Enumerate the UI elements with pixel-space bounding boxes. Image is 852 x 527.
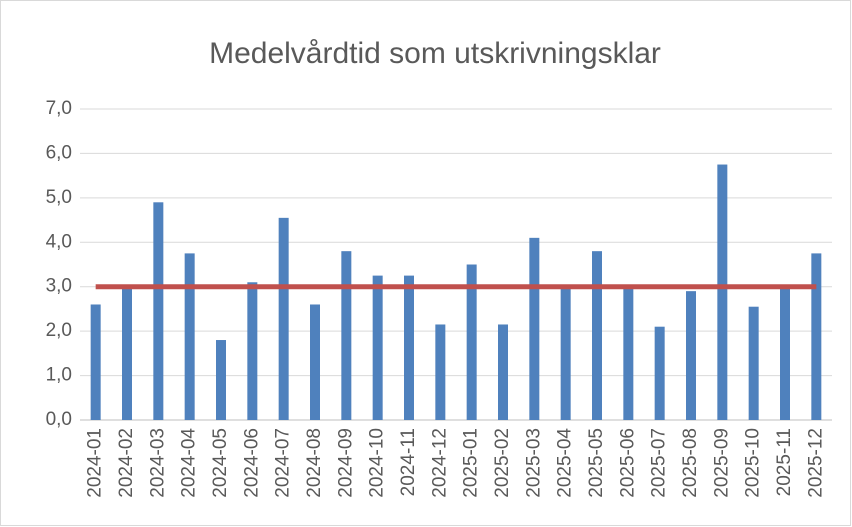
bar <box>780 288 790 420</box>
y-tick-label: 4,0 <box>46 231 72 252</box>
bar <box>686 291 696 420</box>
x-tick-label: 2025-05 <box>586 428 607 498</box>
x-tick-label: 2025-08 <box>680 428 701 498</box>
x-tick-label: 2024-02 <box>116 428 137 498</box>
bar <box>435 324 446 420</box>
x-tick-label: 2024-04 <box>179 428 200 498</box>
x-tick-label: 2024-03 <box>147 428 168 498</box>
x-tick-label: 2025-04 <box>555 428 576 498</box>
x-tick-label: 2025-01 <box>461 428 482 498</box>
y-tick-label: 3,0 <box>46 276 72 297</box>
bar <box>404 275 414 420</box>
bar <box>654 326 665 420</box>
x-tick-label: 2024-09 <box>335 428 356 498</box>
x-tick-label: 2024-05 <box>210 428 231 498</box>
y-tick-label: 0,0 <box>46 409 72 430</box>
y-tick-label: 2,0 <box>46 320 72 341</box>
bar <box>623 288 634 420</box>
y-tick-label: 6,0 <box>46 142 72 163</box>
bar <box>341 251 352 420</box>
bar <box>717 164 728 420</box>
bar <box>247 282 258 420</box>
x-tick-label: 2025-06 <box>617 428 638 498</box>
x-tick-label: 2025-11 <box>774 428 795 496</box>
x-tick-label: 2024-11 <box>398 428 419 496</box>
chart-title: Medelvårdtid som utskrivningsklar <box>209 37 661 70</box>
bar <box>122 288 132 420</box>
bar <box>372 275 383 420</box>
bar <box>184 253 195 420</box>
x-tick-label: 2024-06 <box>241 428 262 498</box>
y-tick-label: 7,0 <box>46 98 72 119</box>
x-tick-label: 2024-10 <box>367 428 388 498</box>
x-tick-label: 2025-12 <box>805 428 826 498</box>
bar <box>748 306 759 420</box>
x-tick-label: 2025-09 <box>711 428 732 498</box>
bar <box>278 217 289 420</box>
bar <box>529 237 540 420</box>
y-tick-label: 1,0 <box>46 365 72 386</box>
x-tick-label: 2024-01 <box>85 428 106 498</box>
bar <box>811 253 822 420</box>
bar <box>310 304 320 420</box>
x-tick-label: 2025-10 <box>743 428 764 498</box>
y-tick-label: 5,0 <box>46 187 72 208</box>
x-tick-label: 2024-07 <box>273 428 294 498</box>
bar <box>466 264 477 420</box>
bar <box>592 251 602 420</box>
x-tick-label: 2025-02 <box>492 428 513 498</box>
bar <box>498 324 508 420</box>
bar <box>216 340 226 420</box>
bar <box>90 304 101 420</box>
bar <box>153 202 164 420</box>
x-tick-label: 2024-12 <box>429 428 450 498</box>
bar <box>560 288 571 420</box>
x-tick-label: 2024-08 <box>304 428 325 498</box>
x-tick-label: 2025-03 <box>523 428 544 498</box>
x-tick-label: 2025-07 <box>649 428 670 498</box>
